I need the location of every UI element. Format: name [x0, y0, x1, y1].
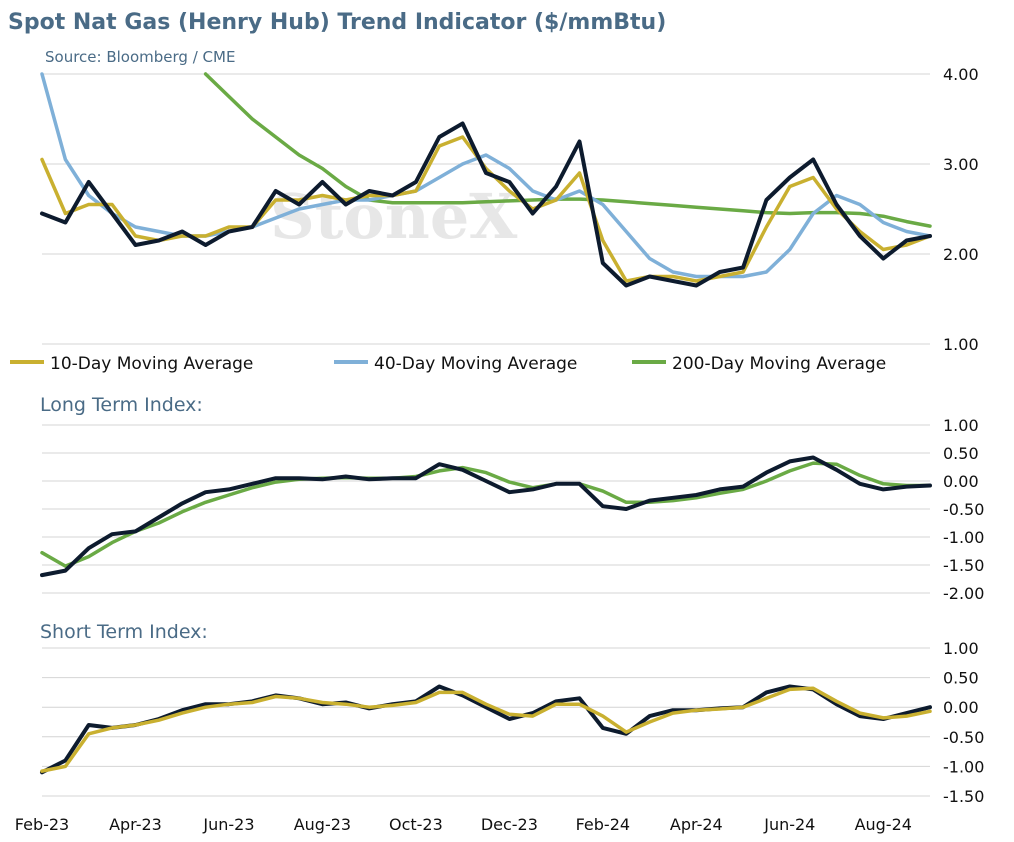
x-tick-label: Oct-23 — [389, 815, 443, 834]
short-term-index-title: Short Term Index: — [40, 621, 208, 643]
y-tick-label: 0.50 — [943, 444, 979, 463]
index-line — [40, 455, 932, 578]
x-tick-label: Aug-23 — [294, 815, 351, 834]
200-day-moving-average-line — [203, 72, 932, 228]
y-tick-label: -2.00 — [943, 584, 984, 603]
y-tick-label: -1.00 — [943, 757, 984, 776]
chart-title: Spot Nat Gas (Henry Hub) Trend Indicator… — [8, 10, 666, 35]
long-term-index-title: Long Term Index: — [40, 394, 203, 416]
y-tick-label: 0.00 — [943, 472, 979, 491]
y-tick-label: -0.50 — [943, 500, 984, 519]
y-tick-label: -0.50 — [943, 728, 984, 747]
spot-line — [40, 121, 932, 288]
x-tick-label: Jun-24 — [763, 815, 815, 834]
y-tick-label: 0.50 — [943, 669, 979, 688]
y-tick-label: 1.00 — [943, 335, 979, 354]
legend-label: 200-Day Moving Average — [672, 354, 886, 374]
price-panel: 1.00 2.00 3.00 4.00 — [40, 65, 979, 354]
long-term-panel: 1.00 0.50 0.00 -0.50 -1.00 -1.50 -2.00 — [40, 416, 984, 603]
x-tick-label: Aug-24 — [855, 815, 912, 834]
x-tick-label: Jun-23 — [202, 815, 254, 834]
y-tick-label: 1.00 — [943, 639, 979, 658]
short-term-panel: 1.00 0.50 0.00 -0.50 -1.00 -1.50 — [40, 639, 984, 806]
x-tick-label: Feb-23 — [15, 815, 69, 834]
legend-label: 10-Day Moving Average — [50, 354, 253, 374]
y-tick-label: 2.00 — [943, 245, 979, 264]
stonex-watermark: StoneX — [270, 180, 518, 253]
y-tick-label: 3.00 — [943, 155, 979, 174]
index-line — [40, 684, 932, 775]
y-tick-label: -1.50 — [943, 556, 984, 575]
y-tick-label: 1.00 — [943, 416, 979, 435]
legend-label: 40-Day Moving Average — [374, 354, 577, 374]
x-tick-label: Feb-24 — [576, 815, 630, 834]
x-tick-label: Dec-23 — [481, 815, 538, 834]
y-tick-label: -1.00 — [943, 528, 984, 547]
x-tick-label: Apr-23 — [109, 815, 162, 834]
price-legend: 10-Day Moving Average 40-Day Moving Avera… — [10, 354, 886, 374]
chart-source: Source: Bloomberg / CME — [45, 48, 235, 66]
moving-average-line — [40, 686, 932, 773]
x-tick-label: Apr-24 — [670, 815, 723, 834]
y-tick-label: -1.50 — [943, 787, 984, 806]
y-tick-label: 0.00 — [943, 698, 979, 717]
y-tick-label: 4.00 — [943, 65, 979, 84]
x-axis: Feb-23 Apr-23 Jun-23 Aug-23 Oct-23 Dec-23 Feb-… — [15, 815, 912, 834]
moving-average-line — [40, 461, 932, 568]
